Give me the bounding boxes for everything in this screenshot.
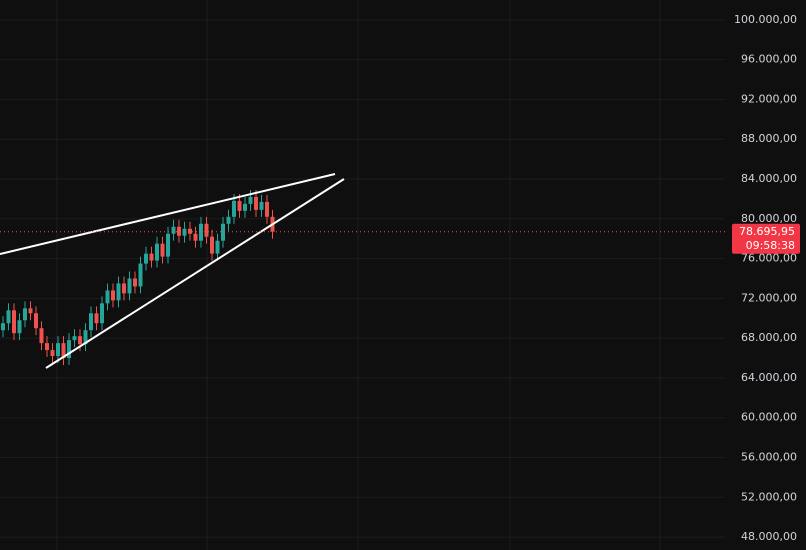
candle-body: [6, 310, 11, 324]
candle-body: [232, 200, 236, 217]
candle-body: [243, 203, 247, 211]
y-tick-label: 48.000,00: [741, 530, 797, 543]
y-tick-label: 64.000,00: [741, 371, 797, 384]
candle-body: [193, 233, 198, 241]
price-label-box: [732, 223, 800, 254]
candle-body: [83, 330, 88, 345]
candle-body: [78, 336, 82, 345]
candle-body: [254, 196, 258, 210]
candle-body: [111, 290, 115, 301]
candle-body: [45, 343, 49, 351]
y-tick-label: 92.000,00: [741, 92, 797, 105]
trend-line-upper: [0, 173, 336, 255]
candle-body: [94, 313, 99, 324]
candle-body: [116, 283, 121, 301]
candle-body: [177, 226, 181, 236]
candle-body: [17, 320, 22, 334]
last-price-label: 78.695,95: [739, 225, 795, 238]
candle-body: [160, 243, 165, 257]
candle-body: [221, 223, 225, 241]
y-tick-label: 84.000,00: [741, 172, 797, 185]
candle-body: [105, 290, 110, 304]
candle-body: [149, 253, 154, 261]
vertical-grid: [56, 0, 661, 550]
y-tick-label: 88.000,00: [741, 132, 797, 145]
candle-body: [39, 328, 44, 344]
candle-body: [259, 201, 264, 210]
candle-body: [127, 278, 132, 294]
candle-body: [28, 308, 33, 314]
candle-body: [23, 308, 27, 321]
candle-body: [122, 283, 126, 294]
candle-body: [210, 236, 214, 254]
candle-body: [138, 263, 143, 287]
candle-body: [265, 201, 269, 217]
candle-body: [237, 200, 242, 211]
y-tick-label: 96.000,00: [741, 53, 797, 66]
candle-body: [171, 226, 176, 234]
candle-body: [72, 336, 77, 341]
candle-body: [188, 228, 192, 234]
trend-line-lower: [45, 178, 345, 369]
candle-body: [166, 233, 170, 257]
candle-body: [155, 243, 159, 261]
y-tick-label: 56.000,00: [741, 451, 797, 464]
candle-body: [50, 350, 55, 357]
candle-body: [56, 343, 60, 357]
y-tick-label: 100.000,00: [734, 13, 797, 26]
candle-body: [12, 310, 16, 334]
y-tick-label: 76.000,00: [741, 252, 797, 265]
candle-body: [61, 343, 66, 359]
y-tick-label: 72.000,00: [741, 291, 797, 304]
candle-body: [34, 313, 38, 329]
y-tick-label: 68.000,00: [741, 331, 797, 344]
candle-body: [1, 323, 5, 331]
candle-body: [248, 196, 253, 204]
candle-body: [100, 303, 104, 324]
plot: [0, 19, 725, 538]
candle-body: [204, 223, 209, 237]
candle-body: [144, 253, 148, 264]
y-tick-label: 52.000,00: [741, 490, 797, 503]
candle-body: [67, 340, 71, 359]
candle-body: [133, 278, 137, 287]
countdown: 09:58:38: [746, 239, 795, 252]
y-tick-label: 80.000,00: [741, 212, 797, 225]
candle-body: [226, 216, 231, 224]
candle-body: [215, 240, 220, 254]
candle-body: [89, 313, 93, 331]
y-tick-label: 60.000,00: [741, 411, 797, 424]
